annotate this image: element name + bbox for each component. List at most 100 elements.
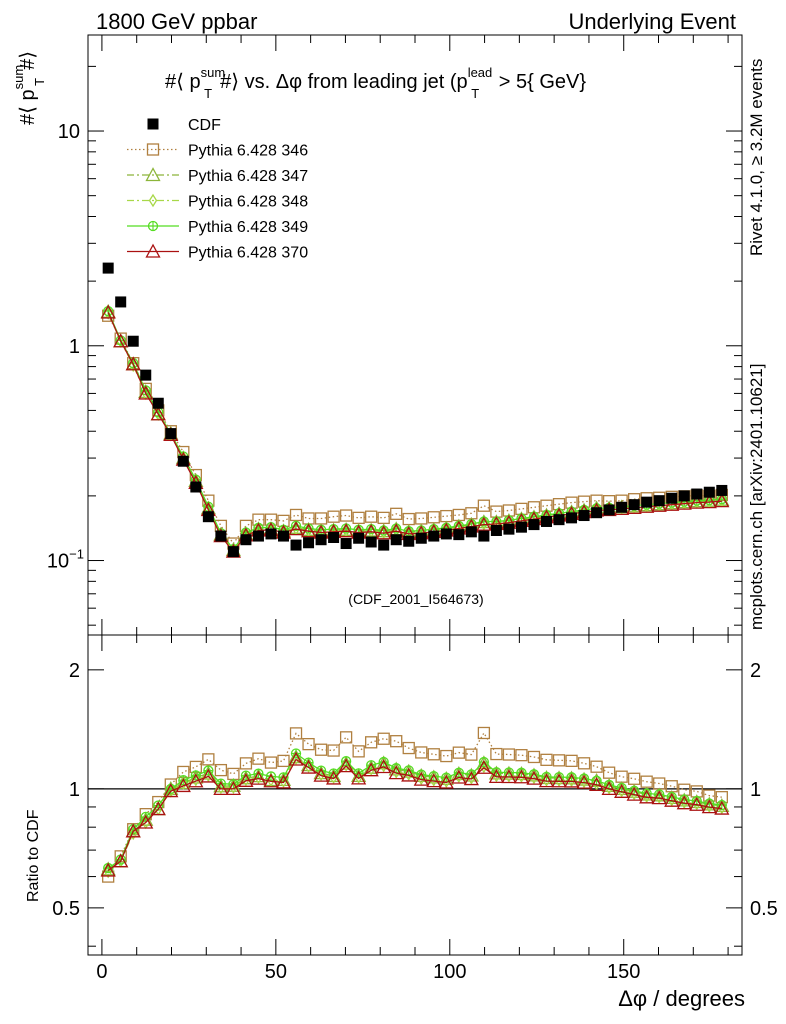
main-y-tick-label: 10−1 (47, 547, 84, 573)
data-point (288, 521, 304, 536)
ratio-point (601, 780, 617, 796)
ratio-point (113, 853, 129, 868)
ratio-point (451, 769, 467, 784)
data-point (390, 507, 403, 520)
analysis-id-caption: (CDF_2001_I564673) (348, 591, 483, 607)
data-point (476, 516, 492, 531)
ratio-point (264, 756, 278, 769)
ratio-point (477, 726, 491, 740)
ratio-point (415, 746, 428, 759)
ratio-point (263, 773, 279, 788)
data-point (150, 406, 166, 421)
ratio-point (388, 765, 404, 780)
legend-entry: Pythia 6.428 346 (127, 143, 308, 160)
ratio-point (252, 752, 265, 765)
cdf-data-point (303, 537, 315, 549)
ratio-plot-data (100, 726, 730, 883)
ratio-point (401, 767, 417, 782)
cdf-data-point (691, 488, 703, 500)
cdf-data-point (403, 535, 415, 547)
main-plot-data (100, 262, 730, 558)
cdf-data-point (227, 546, 239, 558)
data-point (339, 509, 353, 522)
cdf-data-point (553, 514, 565, 526)
ratio-point (202, 753, 215, 766)
cdf-data-point (278, 530, 290, 542)
cdf-data-point (603, 504, 615, 516)
ratio-point (313, 767, 329, 782)
x-tick-label: 150 (607, 961, 640, 983)
ratio-point (438, 774, 454, 789)
legend-label: Pythia 6.428 349 (188, 219, 308, 236)
ratio-point (526, 770, 542, 785)
x-tick-label: 0 (96, 961, 107, 983)
ratio-point (288, 751, 304, 766)
legend-marker (147, 220, 159, 232)
legend-entry: Pythia 6.428 347 (127, 167, 308, 185)
cdf-data-point (340, 538, 352, 550)
ratio-point (501, 769, 517, 784)
data-point (138, 385, 154, 400)
title-part-rhs: #⟩ vs. Δφ from leading jet (p (220, 71, 468, 93)
ratio-point (413, 771, 429, 786)
cdf-data-point (415, 532, 427, 544)
ratio-series-pythia-6-428-370 (100, 751, 730, 877)
cdf-data-point (127, 335, 139, 347)
ratio-point (426, 773, 442, 788)
ratio-point (188, 773, 204, 788)
cdf-data-point (328, 532, 340, 544)
ratio-point (376, 759, 392, 774)
title-sub-t2: T (471, 86, 479, 101)
cdf-data-point (165, 428, 177, 440)
ratio-point (664, 792, 680, 807)
data-point (676, 495, 692, 510)
ratio-point (476, 759, 492, 774)
cdf-data-point (503, 523, 515, 535)
ratio-point (365, 736, 378, 749)
side-label-rivet: Rivet 4.1.0, ≥ 3.2M events (747, 59, 766, 256)
cdf-data-point (440, 528, 452, 540)
cdf-data-point (265, 528, 277, 540)
ratio-point (551, 773, 567, 788)
ratio-point (463, 771, 479, 786)
ylabel-part-lhs: #⟨ p (17, 89, 39, 125)
ratio-point (225, 777, 242, 792)
data-point (138, 384, 154, 399)
ratio-point (239, 757, 253, 770)
ratio-point (363, 762, 379, 777)
cdf-data-point (353, 532, 365, 544)
cdf-data-point (540, 515, 552, 527)
ratio-point (488, 768, 504, 783)
ratio-point (614, 783, 630, 798)
ratio-point (314, 743, 328, 756)
ratio-point (138, 814, 154, 829)
ratio-point (513, 769, 530, 784)
ratio-point (327, 744, 340, 757)
ratio-point (452, 746, 465, 759)
ratio-point (125, 823, 141, 838)
ylabel-sup-sum: sum (11, 65, 26, 90)
ratio-point (402, 741, 415, 755)
ratio-point (300, 759, 317, 774)
legend-label: CDF (188, 117, 221, 134)
legend-label: Pythia 6.428 347 (188, 168, 308, 185)
cdf-data-point (578, 510, 590, 522)
ratio-point (213, 780, 229, 796)
cdf-data-point (240, 534, 252, 546)
legend-label: Pythia 6.428 348 (188, 194, 308, 211)
ratio-point (427, 748, 440, 761)
title-sub-t: T (204, 86, 212, 101)
ylabel-part-rhs: #⟩ (17, 51, 39, 70)
cdf-data-point (703, 486, 715, 498)
cdf-data-point (641, 496, 653, 508)
cdf-data-point (716, 484, 728, 496)
main-plot-ticks: 10 1 10−1 (47, 35, 742, 635)
ratio-y-tick-label-right: 0.5 (750, 898, 778, 920)
ratio-line (107, 757, 722, 873)
ratio-y-tick-label: 2 (69, 660, 80, 682)
ratio-point (128, 826, 138, 841)
cdf-data-point (490, 524, 502, 536)
ratio-point (150, 801, 166, 816)
